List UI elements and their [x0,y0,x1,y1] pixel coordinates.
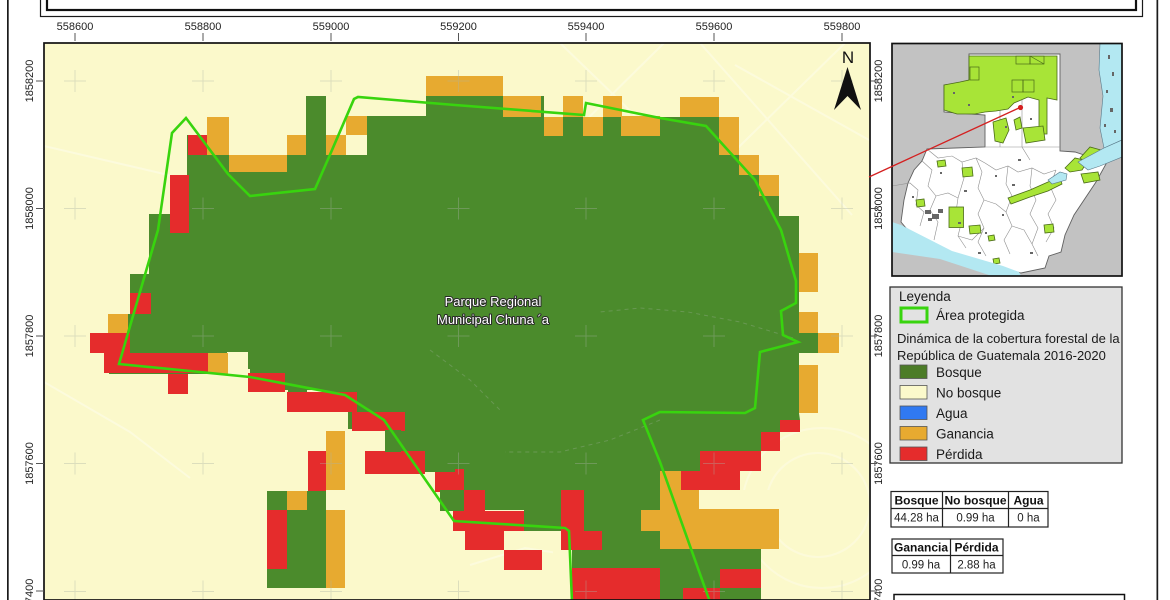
svg-text:Ganancia: Ganancia [894,541,948,555]
svg-text:0.99 ha: 0.99 ha [902,560,941,572]
svg-text:Municipal Chuna ´a: Municipal Chuna ´a [437,312,550,327]
svg-text:No bosque: No bosque [936,386,1001,401]
svg-text:558800: 558800 [185,21,222,33]
svg-text:República de Guatemala 2016-20: República de Guatemala 2016-2020 [897,348,1106,363]
svg-text:1857400: 1857400 [24,579,36,600]
svg-text:1857800: 1857800 [24,315,36,358]
svg-text:559000: 559000 [313,21,350,33]
svg-text:N: N [842,48,854,67]
svg-text:1858200: 1858200 [873,60,885,103]
svg-text:0 ha: 0 ha [1017,513,1040,525]
svg-text:1858200: 1858200 [24,60,36,103]
svg-text:Pérdida: Pérdida [954,541,998,555]
svg-text:Parque Regional: Parque Regional [445,294,542,309]
svg-text:1857600: 1857600 [873,442,885,485]
svg-text:559800: 559800 [824,21,861,33]
svg-text:Pérdida: Pérdida [936,447,983,462]
svg-text:Dinámica de la cobertura fores: Dinámica de la cobertura forestal de la [897,331,1120,346]
svg-text:559400: 559400 [568,21,605,33]
svg-text:Bosque: Bosque [936,365,982,380]
svg-text:1857600: 1857600 [24,442,36,485]
svg-text:559600: 559600 [696,21,733,33]
svg-text:1858000: 1858000 [873,187,885,230]
svg-text:1857400: 1857400 [873,579,885,600]
svg-text:44.28 ha: 44.28 ha [894,513,939,525]
svg-text:Bosque: Bosque [894,494,938,508]
svg-text:No bosque: No bosque [945,494,1007,508]
svg-text:1857800: 1857800 [873,315,885,358]
svg-text:Agua: Agua [936,406,968,421]
svg-text:1858000: 1858000 [24,187,36,230]
svg-text:Leyenda: Leyenda [899,289,951,304]
svg-text:Área protegida: Área protegida [936,308,1025,323]
svg-text:Agua: Agua [1014,494,1044,508]
svg-text:559200: 559200 [440,21,477,33]
svg-text:2.88 ha: 2.88 ha [957,560,996,572]
svg-text:558600: 558600 [57,21,94,33]
svg-text:0.99 ha: 0.99 ha [956,513,995,525]
svg-text:Ganancia: Ganancia [936,427,994,442]
